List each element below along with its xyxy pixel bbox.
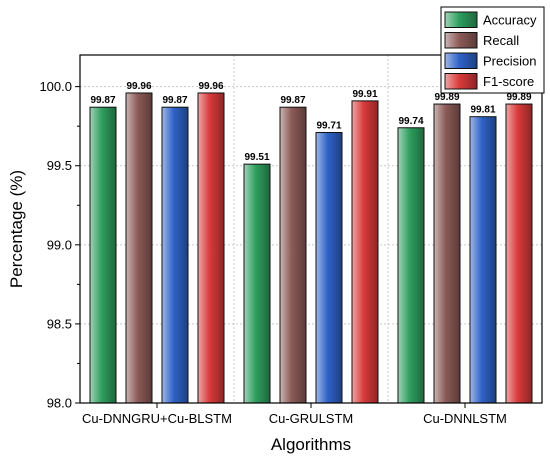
legend-swatch-recall [444, 32, 478, 49]
bar-accuracy-0 [89, 106, 117, 404]
x-tick-label: Cu-GRULSTM [269, 411, 354, 426]
data-label: 99.87 [162, 95, 187, 106]
y-axis-title: Percentage (%) [7, 170, 26, 288]
y-tick-label: 99.0 [47, 237, 72, 252]
x-tick-label: Cu-DNNGRU+Cu-BLSTM [82, 411, 232, 426]
data-label: 99.87 [280, 95, 305, 106]
data-label: 99.87 [90, 95, 115, 106]
legend-label: Precision [483, 53, 536, 68]
legend-label: Recall [483, 33, 519, 48]
bar-accuracy-2 [397, 127, 425, 404]
legend: Accuracy Recall Precision F1-score [440, 6, 545, 94]
data-label: 99.71 [316, 121, 341, 132]
data-label: 99.51 [244, 152, 269, 163]
bar-f1-score-2 [505, 103, 533, 404]
data-label: 99.96 [126, 81, 151, 92]
bar-precision-1 [315, 132, 343, 404]
data-label: 99.74 [398, 116, 423, 127]
y-tick-label: 100.0 [39, 79, 72, 94]
x-axis-title: Algorithms [271, 435, 351, 454]
bar-accuracy-1 [243, 163, 271, 404]
x-tick-label: Cu-DNNLSTM [423, 411, 507, 426]
legend-swatch-f1-score [444, 73, 478, 90]
bar-f1-score-1 [351, 100, 379, 404]
y-tick-label: 98.5 [47, 316, 72, 331]
data-label: 99.81 [470, 105, 495, 116]
bar-f1-score-0 [197, 92, 225, 404]
bar-precision-0 [161, 106, 189, 404]
y-tick-label: 99.5 [47, 158, 72, 173]
data-label: 99.89 [506, 92, 531, 103]
data-labels: 99.87 99.96 99.87 99.96 99.51 99.87 99.71 99.91… [90, 81, 531, 163]
legend-label: F1-score [483, 74, 534, 89]
legend-label: Accuracy [483, 12, 537, 27]
bar-recall-0 [125, 92, 153, 404]
data-label: 99.89 [434, 92, 459, 103]
legend-swatch-accuracy [444, 11, 478, 28]
legend-swatch-precision [444, 52, 478, 69]
bar-recall-1 [279, 106, 307, 404]
data-label: 99.91 [352, 89, 377, 100]
bar-precision-2 [469, 116, 497, 404]
data-label: 99.96 [198, 81, 223, 92]
y-tick-label: 98.0 [47, 396, 72, 411]
axes: 98.0 98.5 99.0 99.5 100.0 Cu-DNNGRU+Cu-BLSTM C… [39, 54, 543, 426]
bars [89, 92, 533, 404]
bar-recall-2 [433, 103, 461, 404]
